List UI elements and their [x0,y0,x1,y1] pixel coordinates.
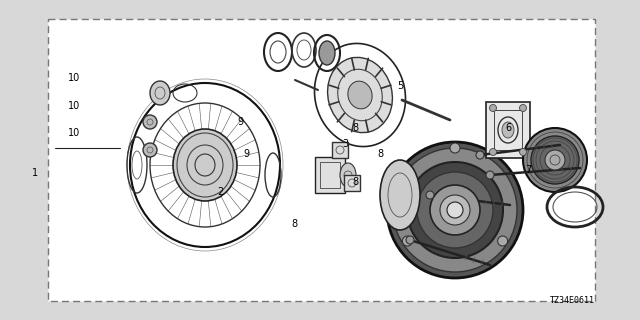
Bar [486,102,530,158]
Text: 10: 10 [67,128,80,138]
Circle shape [490,105,497,111]
Bar [48,19,595,301]
Circle shape [406,236,414,244]
Bar [315,157,345,193]
Text: 3: 3 [342,139,349,149]
Circle shape [476,151,484,159]
Text: 9: 9 [243,148,250,159]
Ellipse shape [319,41,335,65]
Text: 8: 8 [378,148,384,159]
Circle shape [440,195,470,225]
Bar [320,162,340,188]
Circle shape [490,148,497,156]
Circle shape [447,202,463,218]
Ellipse shape [173,129,237,201]
Circle shape [403,236,412,246]
Circle shape [450,143,460,153]
Text: 1: 1 [32,168,38,178]
Bar [494,110,522,150]
Circle shape [426,191,434,199]
Text: 9: 9 [237,116,243,127]
Circle shape [417,172,493,248]
Circle shape [523,128,587,192]
Circle shape [143,143,157,157]
Circle shape [407,162,503,258]
Text: 5: 5 [397,81,403,92]
Bar [344,175,360,191]
Circle shape [486,171,494,179]
Circle shape [430,185,480,235]
Text: 8: 8 [352,177,358,188]
Circle shape [143,115,157,129]
Ellipse shape [328,57,392,132]
Ellipse shape [150,81,170,105]
Text: 6: 6 [506,123,512,133]
Ellipse shape [340,163,356,187]
Circle shape [531,136,579,184]
Circle shape [498,236,508,246]
Circle shape [393,148,517,272]
Circle shape [520,148,527,156]
Circle shape [545,150,565,170]
Text: 2: 2 [218,187,224,197]
Ellipse shape [502,122,514,138]
Circle shape [387,142,523,278]
Circle shape [520,105,527,111]
Text: 8: 8 [352,123,358,133]
Text: TZ34E0611: TZ34E0611 [550,296,595,305]
Text: 10: 10 [67,73,80,84]
Text: 7: 7 [525,164,531,175]
Bar [332,142,348,158]
Text: 8: 8 [291,219,298,229]
Ellipse shape [348,81,372,109]
Ellipse shape [380,160,420,230]
Text: 10: 10 [67,100,80,111]
